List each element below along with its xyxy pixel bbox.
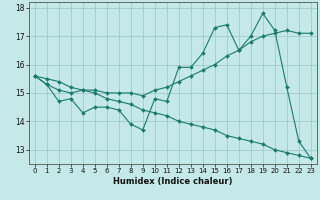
X-axis label: Humidex (Indice chaleur): Humidex (Indice chaleur) bbox=[113, 177, 233, 186]
